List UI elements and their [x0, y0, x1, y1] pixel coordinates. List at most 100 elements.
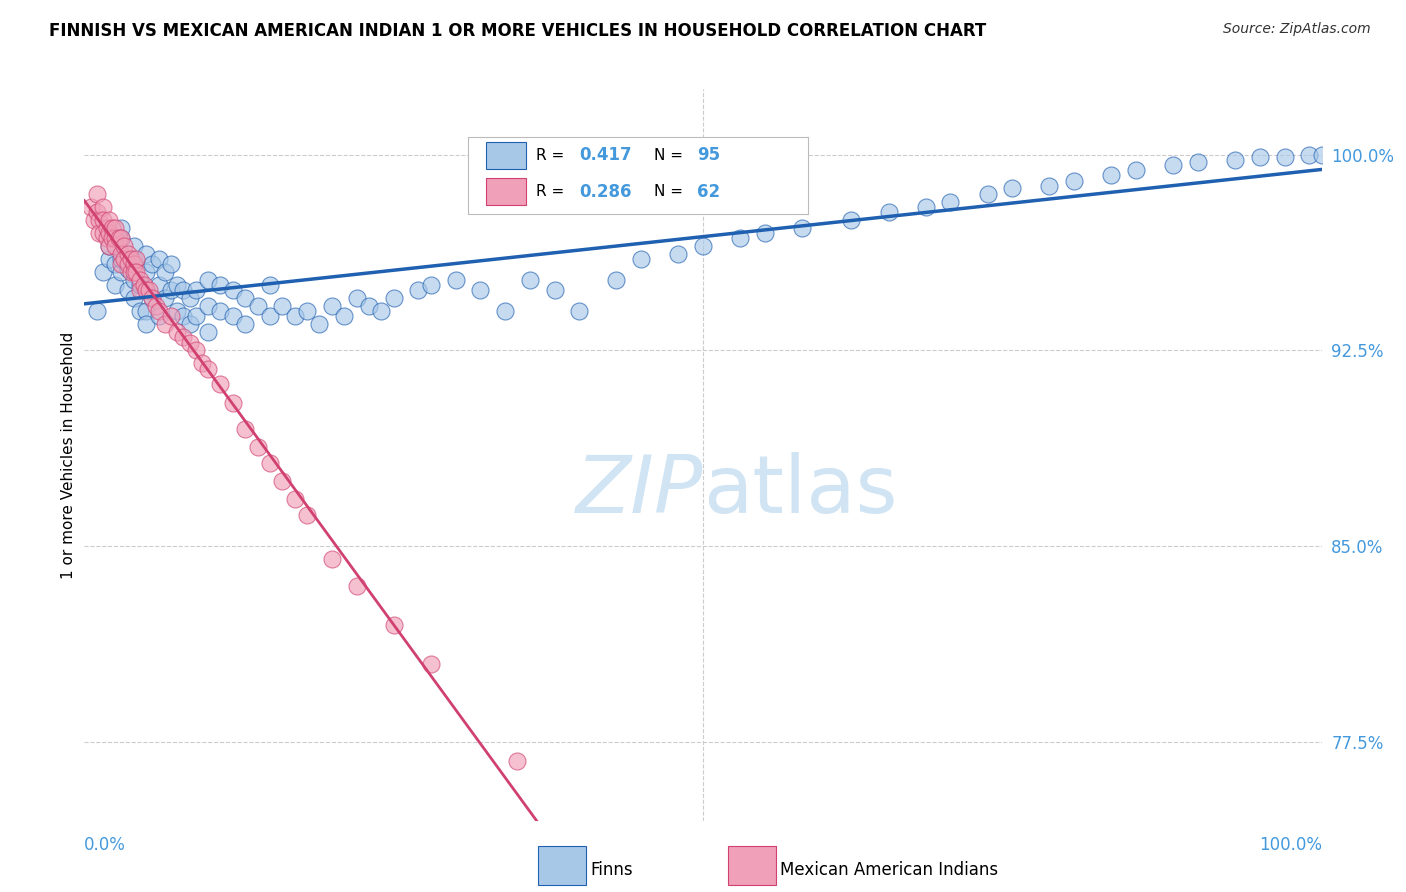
Point — [117, 247, 139, 261]
Point — [86, 186, 108, 201]
Point — [543, 284, 565, 298]
Point — [222, 284, 245, 298]
Point — [333, 310, 356, 324]
Point — [108, 231, 131, 245]
Point — [135, 318, 157, 332]
Point — [877, 205, 900, 219]
Point — [112, 239, 135, 253]
Point — [86, 205, 108, 219]
Point — [271, 474, 294, 488]
Point — [506, 754, 529, 768]
Point — [122, 265, 145, 279]
Text: 0.286: 0.286 — [579, 183, 631, 201]
Point — [110, 247, 132, 261]
Point — [135, 284, 157, 298]
Point — [308, 318, 330, 332]
Point — [110, 231, 132, 245]
Point — [728, 231, 751, 245]
Point — [357, 299, 380, 313]
Point — [179, 291, 201, 305]
Point — [141, 257, 163, 271]
Point — [321, 552, 343, 566]
Point — [754, 226, 776, 240]
Point — [132, 278, 155, 293]
Point — [179, 318, 201, 332]
Point — [1310, 147, 1333, 161]
Point — [117, 257, 139, 271]
Point — [98, 239, 121, 253]
Point — [160, 310, 183, 324]
Point — [91, 265, 114, 279]
Point — [179, 335, 201, 350]
Point — [519, 273, 541, 287]
Point — [233, 422, 256, 436]
Point — [346, 578, 368, 592]
Point — [160, 284, 183, 298]
Point — [122, 291, 145, 305]
Point — [104, 239, 127, 253]
Point — [295, 508, 318, 522]
Text: Source: ZipAtlas.com: Source: ZipAtlas.com — [1223, 22, 1371, 37]
Point — [666, 247, 689, 261]
Text: ZIP: ZIP — [575, 452, 703, 531]
Point — [172, 310, 194, 324]
Point — [153, 265, 176, 279]
Point — [96, 231, 118, 245]
Point — [120, 265, 142, 279]
Point — [110, 257, 132, 271]
Point — [191, 356, 214, 371]
Point — [83, 212, 105, 227]
Text: N =: N = — [654, 184, 688, 199]
Point — [259, 278, 281, 293]
Point — [209, 377, 232, 392]
Point — [86, 304, 108, 318]
Point — [172, 284, 194, 298]
Text: R =: R = — [536, 184, 569, 199]
Point — [1099, 169, 1122, 183]
Text: Finns: Finns — [591, 861, 633, 879]
Point — [284, 492, 307, 507]
Point — [321, 299, 343, 313]
Point — [370, 304, 392, 318]
Point — [129, 273, 152, 287]
Point — [172, 330, 194, 344]
Point — [222, 395, 245, 409]
Point — [1038, 178, 1060, 193]
Point — [1063, 174, 1085, 188]
Point — [104, 220, 127, 235]
FancyBboxPatch shape — [468, 136, 808, 213]
Point — [135, 247, 157, 261]
Point — [166, 278, 188, 293]
Text: 62: 62 — [697, 183, 720, 201]
Point — [91, 200, 114, 214]
Point — [117, 262, 139, 277]
Point — [125, 252, 148, 266]
Point — [197, 299, 219, 313]
Point — [110, 220, 132, 235]
Point — [122, 273, 145, 287]
Text: 95: 95 — [697, 146, 720, 164]
Point — [166, 304, 188, 318]
Point — [89, 212, 111, 227]
FancyBboxPatch shape — [486, 143, 526, 169]
Text: 100.0%: 100.0% — [1258, 837, 1322, 855]
Point — [246, 299, 269, 313]
Point — [135, 265, 157, 279]
Point — [148, 304, 170, 318]
Point — [98, 252, 121, 266]
Point — [98, 212, 121, 227]
Point — [104, 231, 127, 245]
Point — [138, 284, 160, 298]
Point — [790, 220, 813, 235]
Point — [692, 239, 714, 253]
Point — [197, 273, 219, 287]
Point — [135, 284, 157, 298]
Point — [129, 304, 152, 318]
Point — [145, 299, 167, 313]
Point — [914, 200, 936, 214]
Point — [259, 310, 281, 324]
Y-axis label: 1 or more Vehicles in Household: 1 or more Vehicles in Household — [60, 331, 76, 579]
Point — [96, 220, 118, 235]
Point — [271, 299, 294, 313]
Point — [470, 284, 492, 298]
